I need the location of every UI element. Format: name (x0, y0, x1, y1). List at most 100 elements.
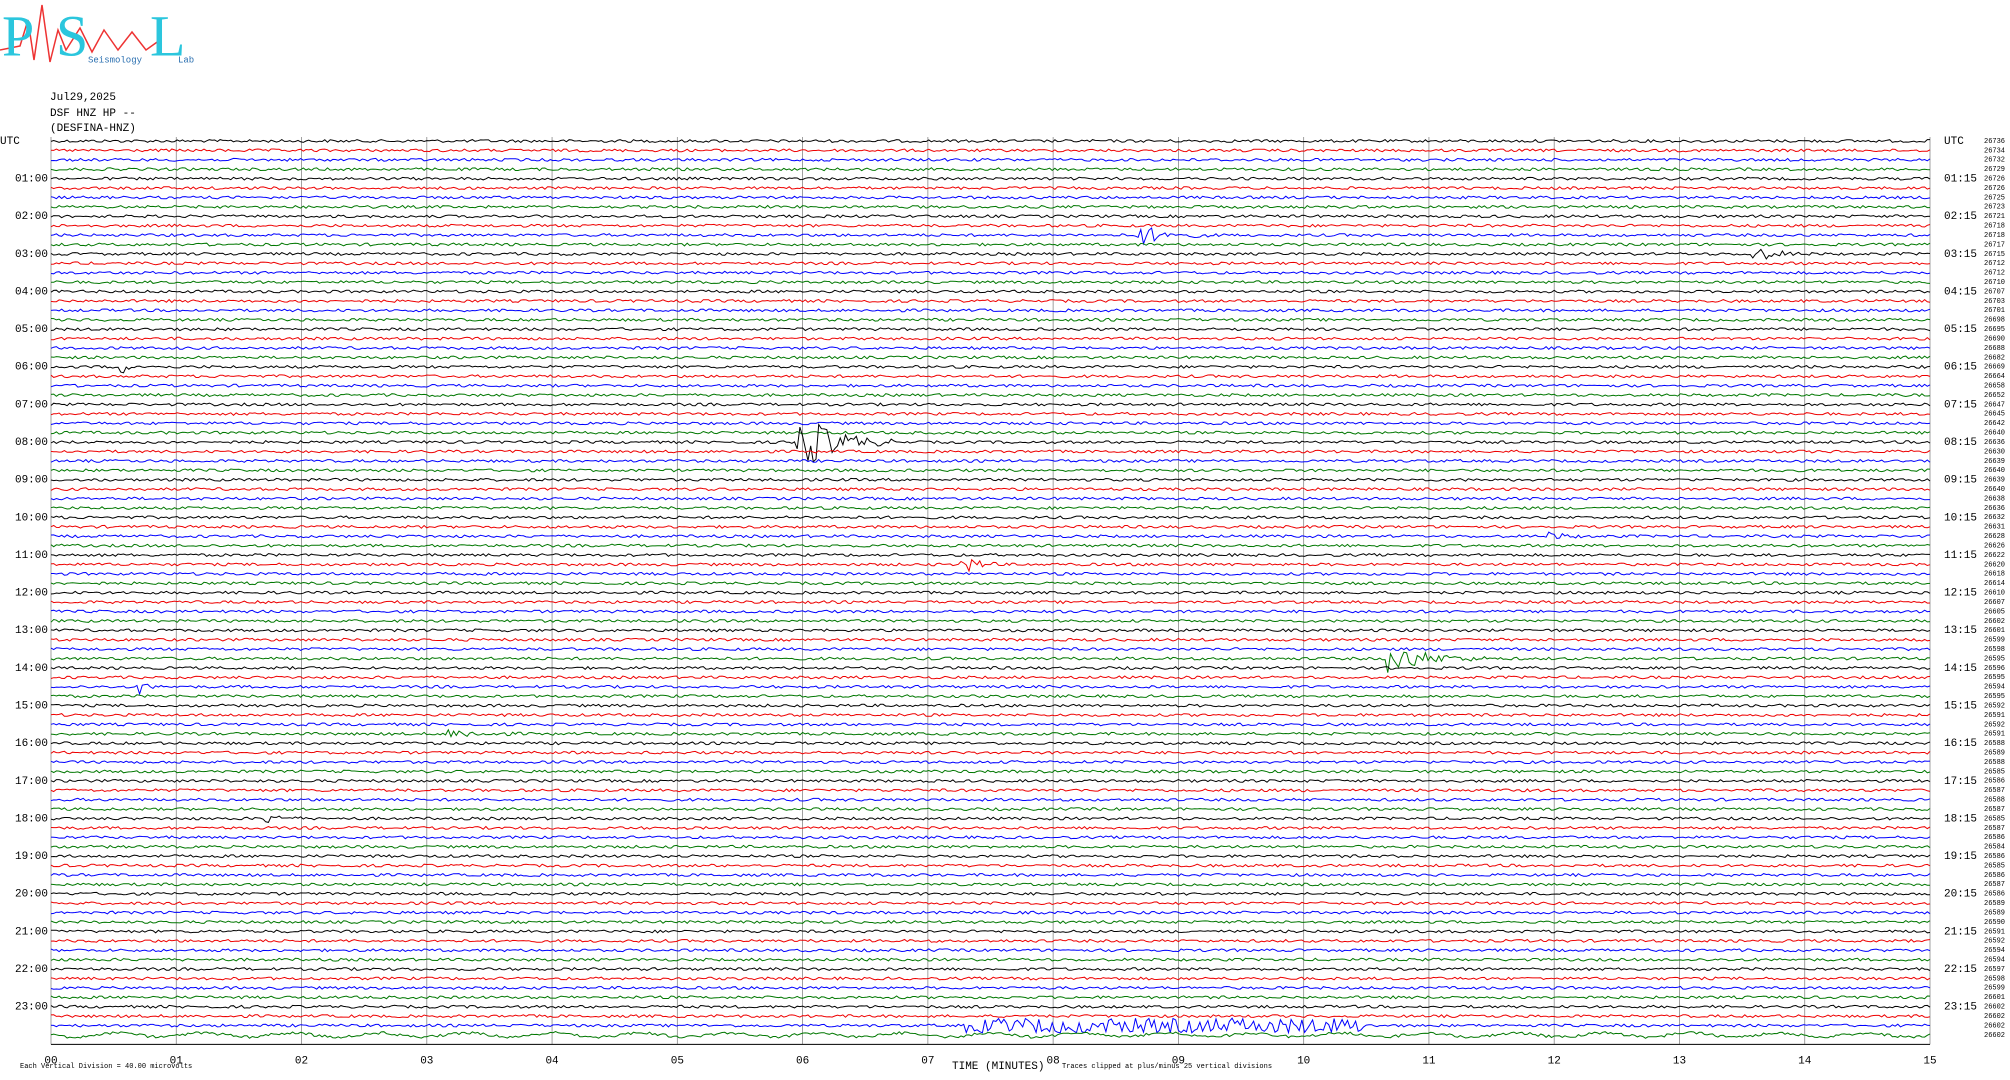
trace-offset: 26636 (1984, 439, 2005, 447)
trace (50, 422, 1931, 463)
trace (50, 778, 1931, 783)
trace-offset: 26605 (1984, 608, 2005, 616)
trace-offset: 26690 (1984, 335, 2005, 343)
trace-offset: 26664 (1984, 373, 2005, 381)
trace (50, 1004, 1931, 1009)
trace-offset: 26645 (1984, 411, 2005, 419)
trace-offset: 26599 (1984, 637, 2005, 645)
trace (50, 901, 1931, 906)
trace (50, 558, 1931, 573)
trace-offset: 26585 (1984, 815, 2005, 823)
trace (51, 571, 1931, 576)
x-tick-label: 11 (1422, 1055, 1436, 1067)
trace-offset: 26669 (1984, 364, 2005, 372)
trace-offset: 26594 (1984, 947, 2005, 955)
row-label-right: 22:15 (1944, 964, 1977, 976)
trace (50, 515, 1931, 520)
trace-offset: 26584 (1984, 844, 2005, 852)
trace (50, 195, 1931, 200)
trace-offset: 26723 (1984, 204, 2005, 212)
trace-offset: 26595 (1984, 693, 2005, 701)
trace (50, 683, 1931, 696)
logo-letter: L (150, 3, 185, 68)
trace-offset: 26712 (1984, 270, 2005, 278)
trace (50, 1017, 1931, 1035)
trace (50, 393, 1931, 398)
x-tick-label: 06 (796, 1055, 809, 1067)
scale-note: Each Vertical Division = 40.00 microvolt… (20, 1063, 192, 1071)
trace (50, 524, 1931, 529)
trace (50, 487, 1931, 492)
trace (50, 600, 1931, 605)
trace-offset: 26726 (1984, 185, 2005, 193)
row-label-right: 14:15 (1944, 663, 1977, 675)
trace (50, 665, 1931, 671)
row-label-left: 02:00 (15, 211, 48, 223)
header-line: DSF HNZ HP -- (50, 108, 136, 120)
logo-word: Lab (178, 55, 194, 65)
x-tick-label: 09 (1172, 1055, 1185, 1067)
header-line: (DESFINA-HNZ) (50, 123, 136, 135)
trace-offset: 26586 (1984, 872, 2005, 880)
trace (50, 637, 1931, 642)
trace (50, 496, 1930, 501)
trace-offset: 26688 (1984, 345, 2005, 353)
trace (50, 383, 1931, 388)
trace (50, 797, 1931, 802)
trace (50, 505, 1931, 511)
trace (50, 157, 1931, 162)
row-label-right: 16:15 (1944, 738, 1977, 750)
trace (50, 966, 1931, 972)
trace-offset: 26585 (1984, 862, 2005, 870)
trace-offset: 26589 (1984, 909, 2005, 917)
trace (50, 750, 1931, 755)
trace-offset: 26588 (1984, 740, 2005, 748)
trace (50, 769, 1931, 774)
trace-offset: 26710 (1984, 279, 2005, 287)
trace-offset: 26618 (1984, 571, 2005, 579)
trace (50, 825, 1931, 830)
trace-offset: 26594 (1984, 957, 2005, 965)
trace (50, 458, 1931, 464)
trace (50, 985, 1931, 990)
trace-offset: 26586 (1984, 778, 2005, 786)
row-label-right: 04:15 (1944, 286, 1977, 298)
trace (50, 148, 1931, 153)
trace (50, 374, 1931, 379)
trace-offset: 26587 (1984, 825, 2005, 833)
row-label-right: UTC (1944, 136, 1964, 148)
row-label-left: 15:00 (15, 701, 48, 713)
trace-offset: 26585 (1984, 768, 2005, 776)
trace-offset: 26587 (1984, 787, 2005, 795)
trace-offset: 26591 (1984, 712, 2005, 720)
trace (50, 835, 1931, 840)
row-label-left: 11:00 (15, 550, 48, 562)
trace (50, 882, 1930, 887)
trace (50, 694, 1931, 699)
trace-offset: 26632 (1984, 514, 2005, 522)
trace (50, 815, 1931, 823)
trace-offset: 26638 (1984, 495, 2005, 503)
trace-offset: 26607 (1984, 599, 2005, 607)
row-label-right: 03:15 (1944, 249, 1977, 261)
trace-offset: 26601 (1984, 994, 2005, 1002)
row-label-left: UTC (0, 136, 20, 148)
trace-offset: 26595 (1984, 674, 2005, 682)
trace-offset: 26647 (1984, 401, 2005, 409)
trace-offset: 26630 (1984, 448, 2005, 456)
row-label-right: 01:15 (1944, 174, 1977, 186)
trace-offset: 26598 (1984, 975, 2005, 983)
row-label-right: 13:15 (1944, 625, 1977, 637)
row-label-left: 06:00 (15, 362, 48, 374)
trace-offset: 26587 (1984, 881, 2005, 889)
trace-offset: 26636 (1984, 505, 2005, 513)
trace-offset: 26732 (1984, 157, 2005, 165)
trace-offset: 26734 (1984, 147, 2005, 155)
trace-offset: 26639 (1984, 477, 2005, 485)
row-label-right: 09:15 (1944, 475, 1977, 487)
clip-note: Traces clipped at plus/minus 25 vertical… (1062, 1063, 1272, 1071)
trace-offset: 26592 (1984, 721, 2005, 729)
trace-offset: 26596 (1984, 665, 2005, 673)
trace-offset: 26622 (1984, 552, 2005, 560)
